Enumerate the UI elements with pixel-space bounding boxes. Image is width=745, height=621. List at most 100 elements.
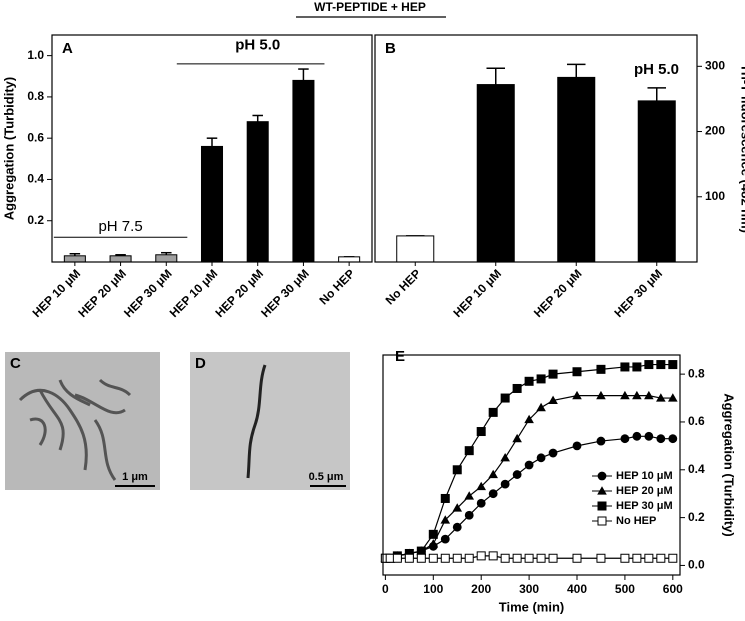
x-tick-label: HEP 10 μM	[30, 266, 84, 320]
y-tick-label: 300	[705, 58, 725, 72]
marker	[668, 434, 678, 444]
marker	[632, 362, 642, 372]
panel-label: A	[62, 40, 73, 57]
bar	[155, 254, 178, 263]
marker	[572, 553, 582, 563]
y-axis-label: Th-T fluorescence (482 nm)	[739, 64, 745, 233]
x-tick-label: 400	[567, 582, 587, 596]
x-tick-label: HEP 20 μM	[75, 266, 129, 320]
plot-frame	[374, 34, 698, 263]
panel-label: B	[385, 40, 396, 57]
legend-label: HEP 20 μM	[616, 485, 673, 497]
marker	[620, 390, 630, 400]
marker	[656, 434, 666, 444]
x-tick-label: HEP 30 μM	[258, 266, 312, 320]
marker	[452, 503, 463, 512]
marker	[464, 446, 474, 456]
y-tick-label: 0.8	[688, 366, 705, 380]
micrograph-d: D 0.5 μm	[190, 352, 350, 490]
figure-title: WT-PEPTIDE + HEP	[314, 0, 426, 14]
annotation: pH 7.5	[98, 218, 142, 235]
marker	[452, 553, 462, 563]
y-tick-label: 0.2	[688, 510, 705, 524]
y-tick-label: 200	[705, 124, 725, 138]
micrograph-image	[190, 352, 350, 490]
marker	[668, 360, 678, 370]
marker	[488, 469, 498, 479]
micrograph-label: D	[195, 355, 206, 372]
marker	[656, 360, 666, 370]
marker	[524, 553, 534, 563]
marker	[668, 553, 678, 563]
marker	[500, 453, 510, 462]
x-tick-label: 0	[382, 582, 389, 596]
x-tick-label: HEP 20 μM	[212, 266, 266, 320]
x-tick-label: HEP 30 μM	[612, 266, 666, 320]
marker	[644, 431, 654, 441]
marker	[596, 364, 606, 374]
panel-label: E	[395, 348, 405, 365]
x-tick-label: 500	[615, 582, 635, 596]
marker	[644, 553, 654, 563]
series-line	[385, 435, 673, 559]
x-tick-label: No HEP	[383, 266, 424, 307]
marker	[620, 553, 630, 563]
marker	[632, 390, 642, 400]
marker	[572, 390, 582, 400]
micrograph-label: C	[10, 355, 21, 372]
legend-label: No HEP	[616, 515, 656, 527]
plot-frame	[382, 354, 681, 576]
marker	[668, 393, 678, 402]
marker	[620, 434, 630, 444]
marker	[632, 553, 642, 563]
marker	[572, 441, 582, 451]
bar	[557, 76, 596, 263]
y-axis-label: Aggregation (Turbidity)	[1, 77, 16, 220]
x-tick-label: HEP 10 μM	[167, 266, 221, 320]
marker	[512, 383, 522, 393]
x-tick-label: 300	[519, 582, 539, 596]
marker	[392, 553, 402, 563]
legend-marker	[597, 516, 607, 526]
marker	[512, 433, 522, 443]
marker	[548, 553, 558, 563]
marker	[512, 553, 522, 563]
y-tick-label: 0.2	[27, 213, 44, 227]
marker	[596, 553, 606, 563]
bar	[292, 79, 315, 263]
marker	[632, 431, 642, 441]
x-tick-label: 600	[663, 582, 683, 596]
marker	[416, 553, 426, 563]
y-tick-label: 100	[705, 189, 725, 203]
marker	[488, 551, 498, 561]
marker	[620, 362, 630, 372]
bar	[338, 256, 361, 263]
marker	[476, 551, 486, 561]
marker	[656, 393, 666, 402]
legend-label: HEP 10 μM	[616, 470, 673, 482]
marker	[476, 498, 486, 508]
legend-marker	[597, 486, 607, 495]
x-tick-label: HEP 30 μM	[121, 266, 175, 320]
legend-label: HEP 30 μM	[616, 500, 673, 512]
marker	[512, 470, 522, 479]
bar	[200, 145, 224, 263]
marker	[452, 522, 462, 532]
marker	[404, 553, 414, 563]
scale-label: 1 μm	[122, 471, 148, 483]
marker	[548, 369, 558, 379]
marker	[536, 553, 546, 563]
marker	[476, 481, 487, 491]
marker	[476, 427, 486, 437]
fibril-texture	[246, 364, 267, 479]
bar	[109, 255, 132, 263]
marker	[428, 539, 439, 548]
bar	[476, 84, 515, 263]
plot-frame	[51, 34, 373, 263]
marker	[464, 553, 474, 563]
marker	[548, 395, 558, 405]
marker	[524, 376, 534, 386]
bar	[396, 235, 435, 263]
marker	[644, 360, 654, 370]
